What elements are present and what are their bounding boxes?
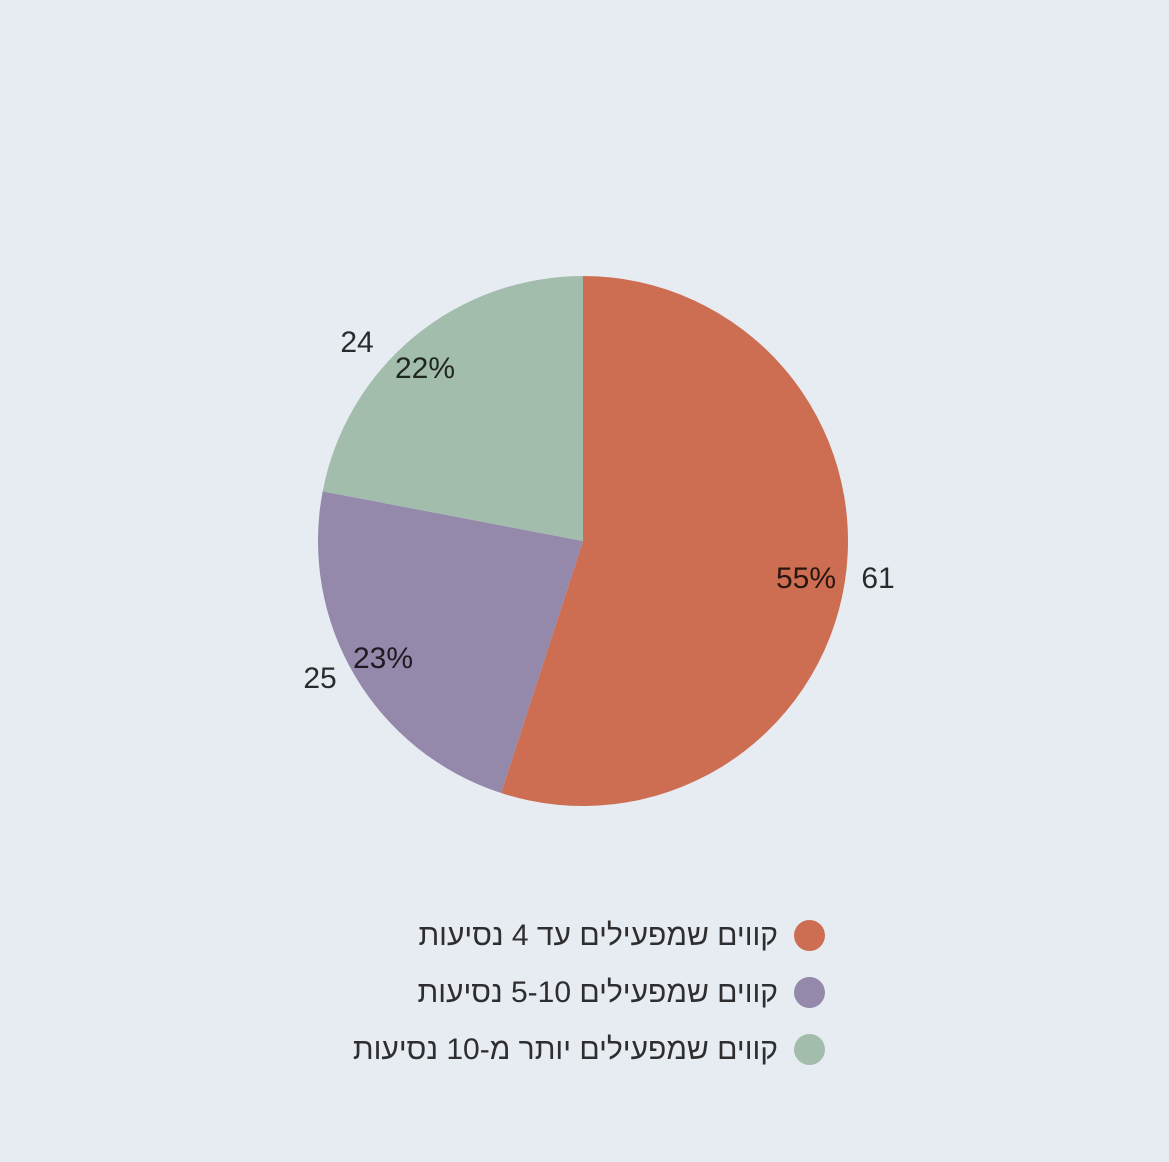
- svg-text:55%: 55%: [776, 562, 836, 595]
- svg-text:61: 61: [861, 562, 894, 595]
- svg-text:22%: 22%: [395, 352, 455, 385]
- svg-text:25: 25: [303, 662, 336, 695]
- svg-text:24: 24: [340, 326, 373, 359]
- svg-text:23%: 23%: [353, 642, 413, 675]
